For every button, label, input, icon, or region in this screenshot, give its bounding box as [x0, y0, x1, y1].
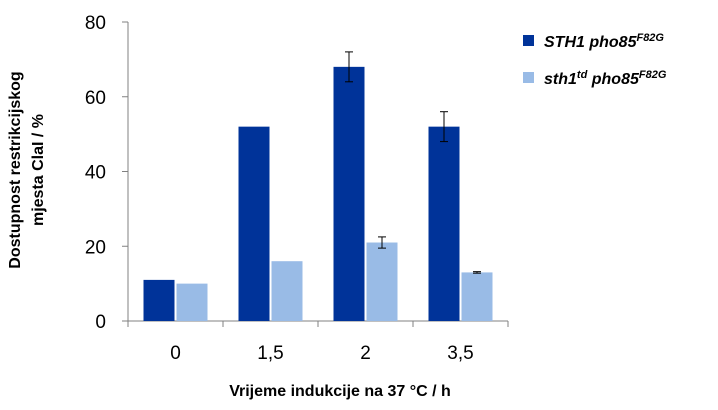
bars [143, 66, 493, 322]
y-tick-label: 20 [85, 237, 106, 258]
y-axis-title-line1: Dostupnost restrikcijskog [7, 71, 24, 268]
bar-series-2-3 [461, 272, 493, 321]
x-axis-title: Vrijeme indukcije na 37 °C / h [229, 383, 451, 400]
legend-swatch-sth1 [523, 35, 534, 46]
y-axis-title-line2: mjesta ClaI / % [30, 114, 47, 226]
x-tick-label: 3,5 [447, 343, 473, 364]
y-tick-label: 40 [85, 163, 106, 184]
bar-series-2-0 [176, 283, 208, 321]
legend-swatch-sth1td [523, 72, 534, 83]
legend-label-sth1td: sth1td pho85F82G [544, 69, 667, 88]
x-tick-label: 0 [170, 343, 181, 364]
x-tick-label: 2 [360, 343, 371, 364]
error-bars [345, 51, 481, 274]
legend: STH1 pho85F82G sth1td pho85F82G [523, 32, 667, 88]
y-tick-label: 80 [85, 13, 106, 34]
legend-label-sth1: STH1 pho85F82G [544, 32, 664, 51]
tick-labels: 0 20 40 60 80 0 1,5 2 3,5 [85, 13, 474, 364]
bar-series-2-2 [366, 242, 398, 321]
y-axis-title: Dostupnost restrikcijskog mjesta ClaI / … [7, 71, 47, 268]
y-tick-label: 60 [85, 88, 106, 109]
y-tick-label: 0 [95, 312, 106, 333]
bar-series-2-1 [271, 261, 303, 321]
x-tick-label: 1,5 [257, 343, 283, 364]
bar-series-1-0 [143, 279, 175, 321]
bar-series-1-2 [333, 66, 365, 321]
bar-series-1-1 [238, 126, 270, 322]
bar-series-1-3 [428, 126, 460, 322]
